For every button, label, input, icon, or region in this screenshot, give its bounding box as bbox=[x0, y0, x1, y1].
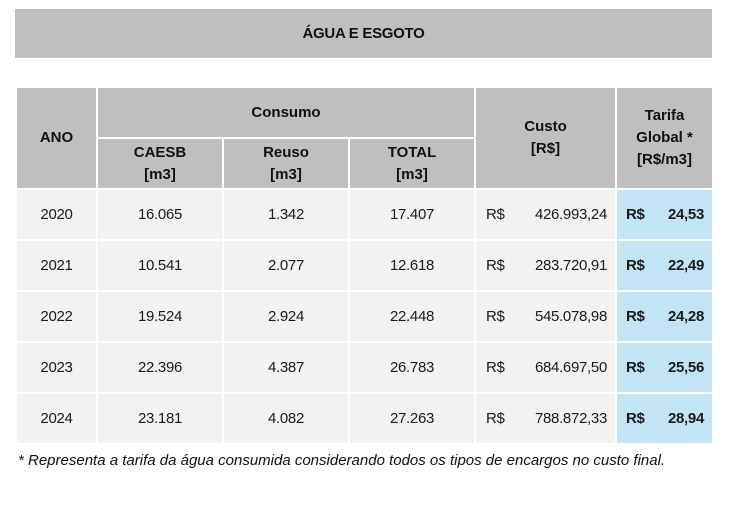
cell-total: 17.407 bbox=[347, 188, 477, 241]
cell-ano: 2020 bbox=[15, 188, 98, 241]
header-custo-label: Custo bbox=[524, 118, 567, 135]
custo-value: 426.993,24 bbox=[534, 206, 608, 223]
footnote: * Representa a tarifa da água consumida … bbox=[18, 452, 666, 469]
page-title: ÁGUA E ESGOTO bbox=[302, 25, 425, 42]
tarifa-value: 24,28 bbox=[667, 308, 705, 325]
cell-reuso: 1.342 bbox=[222, 188, 350, 241]
cell-reuso: 2.077 bbox=[222, 239, 350, 292]
tarifa-value: 22,49 bbox=[667, 257, 705, 274]
title-bar: ÁGUA E ESGOTO bbox=[15, 9, 712, 58]
currency-symbol: R$ bbox=[486, 308, 505, 325]
header-caesb-unit: [m3] bbox=[144, 165, 176, 183]
table-row: 2024 23.181 4.082 27.263 R$ 788.872,33 R$… bbox=[15, 392, 715, 445]
cell-caesb: 23.181 bbox=[96, 392, 224, 445]
cell-total: 26.783 bbox=[347, 341, 477, 394]
cell-reuso: 2.924 bbox=[222, 290, 350, 343]
cell-custo: R$ 545.078,98 bbox=[474, 290, 618, 343]
cell-custo: R$ 426.993,24 bbox=[474, 188, 618, 241]
cell-total: 12.618 bbox=[347, 239, 477, 292]
cell-caesb: 19.524 bbox=[96, 290, 224, 343]
table-row: 2022 19.524 2.924 22.448 R$ 545.078,98 R$… bbox=[15, 290, 715, 343]
cell-caesb: 16.065 bbox=[96, 188, 224, 241]
cell-reuso: 4.387 bbox=[222, 341, 350, 394]
currency-symbol: R$ bbox=[626, 308, 645, 325]
currency-symbol: R$ bbox=[486, 410, 505, 427]
tarifa-value: 28,94 bbox=[667, 410, 705, 427]
header-ano: ANO bbox=[15, 86, 98, 190]
cell-caesb: 10.541 bbox=[96, 239, 224, 292]
currency-symbol: R$ bbox=[486, 359, 505, 376]
cell-ano: 2022 bbox=[15, 290, 98, 343]
cell-ano: 2024 bbox=[15, 392, 98, 445]
header-custo-unit: [R$] bbox=[530, 140, 561, 157]
tarifa-value: 24,53 bbox=[667, 206, 705, 223]
cell-ano: 2023 bbox=[15, 341, 98, 394]
currency-symbol: R$ bbox=[486, 257, 505, 274]
cell-tarifa: R$ 24,28 bbox=[615, 290, 715, 343]
table-row: 2020 16.065 1.342 17.407 R$ 426.993,24 R$… bbox=[15, 188, 715, 241]
currency-symbol: R$ bbox=[486, 206, 505, 223]
custo-value: 283.720,91 bbox=[534, 257, 608, 274]
header-consumo: Consumo bbox=[95, 86, 477, 139]
header-reuso-label: Reuso bbox=[263, 143, 309, 161]
cell-custo: R$ 283.720,91 bbox=[474, 239, 618, 292]
cell-tarifa: R$ 24,53 bbox=[615, 188, 715, 241]
table-row: 2023 22.396 4.387 26.783 R$ 684.697,50 R$… bbox=[15, 341, 715, 394]
tarifa-value: 25,56 bbox=[667, 359, 705, 376]
cell-tarifa: R$ 25,56 bbox=[615, 341, 715, 394]
header-reuso: Reuso [m3] bbox=[222, 137, 350, 190]
cell-tarifa: R$ 28,94 bbox=[615, 392, 715, 445]
header-caesb-label: CAESB bbox=[133, 143, 187, 161]
cell-reuso: 4.082 bbox=[222, 392, 350, 445]
cell-total: 27.263 bbox=[347, 392, 477, 445]
custo-value: 545.078,98 bbox=[534, 308, 608, 325]
custo-value: 788.872,33 bbox=[534, 410, 608, 427]
header-custo: Custo [R$] bbox=[474, 86, 618, 190]
header-tarifa-unit: [R$/m3] bbox=[637, 151, 693, 168]
cell-custo: R$ 788.872,33 bbox=[474, 392, 618, 445]
header-reuso-unit: [m3] bbox=[270, 165, 302, 183]
water-sewage-table: ANO Consumo Custo [R$] Tarifa Global * [… bbox=[15, 86, 715, 445]
header-tarifa-line1: Tarifa bbox=[644, 107, 685, 124]
cell-caesb: 22.396 bbox=[96, 341, 224, 394]
header-total-label: TOTAL bbox=[387, 143, 437, 161]
header-tarifa: Tarifa Global * [R$/m3] bbox=[615, 86, 715, 190]
header-tarifa-line2: Global * bbox=[636, 129, 693, 146]
custo-value: 684.697,50 bbox=[534, 359, 608, 376]
cell-custo: R$ 684.697,50 bbox=[474, 341, 618, 394]
header-total: TOTAL [m3] bbox=[347, 137, 477, 190]
cell-ano: 2021 bbox=[15, 239, 98, 292]
currency-symbol: R$ bbox=[626, 359, 645, 376]
cell-tarifa: R$ 22,49 bbox=[615, 239, 715, 292]
cell-total: 22.448 bbox=[347, 290, 477, 343]
currency-symbol: R$ bbox=[626, 257, 645, 274]
currency-symbol: R$ bbox=[626, 410, 645, 427]
currency-symbol: R$ bbox=[626, 206, 645, 223]
header-total-unit: [m3] bbox=[396, 165, 428, 183]
header-caesb: CAESB [m3] bbox=[96, 137, 224, 190]
table-row: 2021 10.541 2.077 12.618 R$ 283.720,91 R$… bbox=[15, 239, 715, 292]
